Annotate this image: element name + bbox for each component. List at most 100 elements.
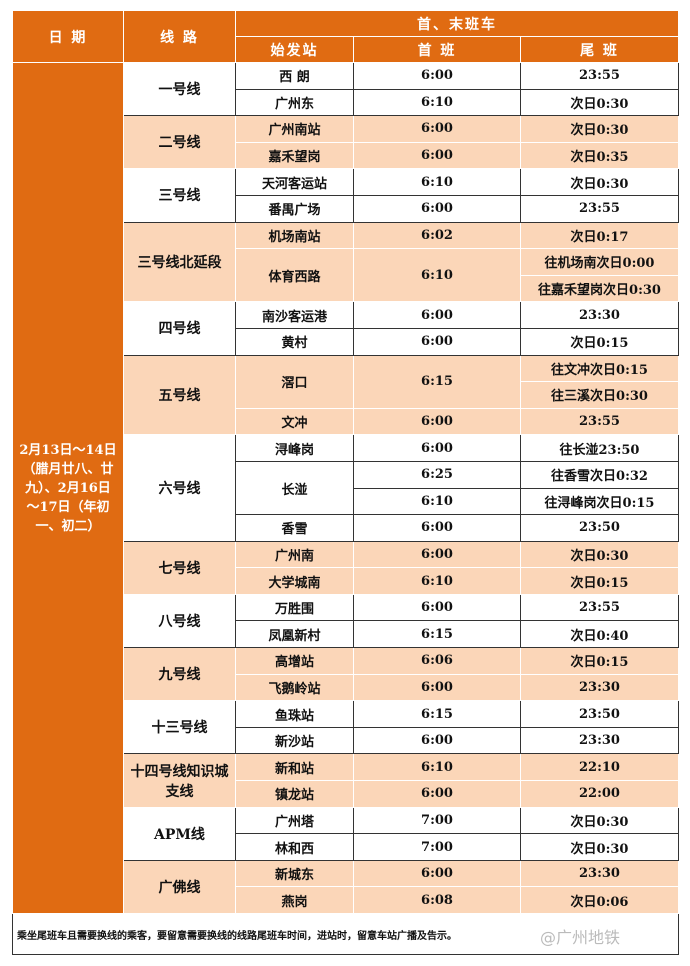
header-last: 尾 班 — [520, 36, 679, 63]
first-train: 6:10 — [353, 567, 521, 595]
first-train: 6:00 — [353, 780, 521, 808]
last-train: 22:00 — [520, 780, 679, 808]
line-name: 一号线 — [123, 61, 236, 117]
table-row: 十四号线知识城支线 新和站 6:10 22:10 — [13, 753, 679, 808]
footnote: 乘坐尾班车且需要换线的乘客，要留意需要换线的线路尾班车时间，进站时，留意车站广播… — [12, 913, 679, 955]
line-name: 六号线 — [123, 434, 236, 542]
first-train: 6:15 — [353, 620, 521, 649]
table-row: APM线 广州塔 7:00 次日0:30 — [13, 806, 679, 861]
table-row: 嘉禾望岗 6:00 次日0:35 — [13, 141, 679, 170]
table-row: 五号线 滘口 6:15 往文冲次日0:15 — [13, 354, 679, 436]
station-name: 广州南 — [235, 540, 354, 569]
table-row: 二号线 广州南站 6:00 次日0:30 — [13, 115, 679, 170]
station-name: 鱼珠站 — [235, 700, 354, 728]
table-row: 凤凰新村 6:15 次日0:40 — [13, 620, 679, 649]
last-train: 23:30 — [520, 859, 679, 888]
date-cell: 2月13日～14日（腊月廿八、廿九）、2月16日～17日（年初一、初二） — [12, 62, 124, 914]
line-name: 九号线 — [123, 647, 236, 702]
last-train: 次日0:30 — [520, 115, 679, 143]
last-train: 次日0:30 — [520, 833, 679, 861]
last-train: 次日0:15 — [520, 647, 679, 675]
first-train: 6:00 — [353, 514, 521, 542]
watermark: @广州地铁 — [540, 928, 621, 947]
line-name: 广佛线 — [123, 859, 236, 915]
station-name: 高增站 — [235, 647, 354, 675]
table-row: 飞鹅岭站 6:00 23:30 — [13, 673, 679, 702]
last-train: 23:30 — [520, 726, 679, 755]
station-name: 滘口 — [235, 354, 354, 409]
table-row: 往嘉禾望岗次日0:30 — [13, 274, 679, 303]
station-name: 镇龙站 — [235, 780, 354, 808]
station-name: 广州东 — [235, 88, 354, 117]
station-name: 飞鹅岭站 — [235, 673, 354, 702]
table-row: 长湴 6:25 往香雪次日0:32 — [13, 460, 679, 516]
table-row: 林和西 7:00 次日0:30 — [13, 833, 679, 861]
last-train: 23:55 — [520, 62, 679, 90]
last-train: 23:55 — [520, 194, 679, 223]
last-train: 23:50 — [520, 514, 679, 542]
first-train: 6:00 — [353, 62, 521, 90]
table-row: 三号线 天河客运站 6:10 次日0:30 — [13, 168, 679, 223]
first-train: 6:00 — [353, 859, 521, 888]
first-train: 6:10 — [353, 753, 521, 782]
table-row: 体育西路 6:10 往机场南次日0:00 — [13, 248, 679, 303]
first-train: 6:10 — [353, 168, 521, 196]
last-train: 23:30 — [520, 301, 679, 329]
line-name: 三号线北延段 — [123, 221, 236, 303]
station-name: 广州南站 — [235, 115, 354, 143]
table-row: 燕岗 6:08 次日0:06 — [13, 886, 679, 914]
station-name: 文冲 — [235, 407, 354, 436]
first-train: 6:10 — [353, 248, 521, 303]
line-name: 四号线 — [123, 301, 236, 356]
station-name: 番禺广场 — [235, 194, 354, 223]
station-name: 体育西路 — [235, 248, 354, 303]
station-name: 广州塔 — [235, 806, 354, 835]
line-name: 二号线 — [123, 115, 236, 170]
first-train: 6:10 — [353, 88, 521, 117]
first-train: 6:08 — [353, 886, 521, 914]
table-row: 新沙站 6:00 23:30 — [13, 726, 679, 755]
first-train: 6:10 — [353, 487, 521, 516]
first-train: 6:15 — [353, 354, 521, 409]
line-name: 三号线 — [123, 168, 236, 223]
last-train: 23:30 — [520, 673, 679, 702]
table-row: 四号线 南沙客运港 6:00 23:30 — [13, 301, 679, 356]
first-train: 6:06 — [353, 647, 521, 675]
table-row: 往三溪次日0:30 — [13, 381, 679, 409]
last-train: 23:55 — [520, 407, 679, 436]
last-train: 次日0:15 — [520, 567, 679, 595]
station-name: 长湴 — [235, 460, 354, 516]
table-row: 2月13日～14日（腊月廿八、廿九）、2月16日～17日（年初一、初二） 一号线西… — [12, 61, 679, 914]
table-row: 三号线北延段 机场南站 6:02 次日0:17 — [13, 221, 679, 303]
line-name: 八号线 — [123, 593, 236, 649]
station-name: 西 朗 — [235, 62, 354, 90]
station-name: 新沙站 — [235, 726, 354, 755]
last-train: 23:55 — [520, 593, 679, 622]
header-group: 首、末班车 — [235, 10, 679, 37]
last-train: 次日0:30 — [520, 540, 679, 569]
last-train: 次日0:40 — [520, 620, 679, 649]
station-name: 林和西 — [235, 833, 354, 861]
last-train: 次日0:17 — [520, 221, 679, 250]
last-train: 往三溪次日0:30 — [520, 381, 679, 409]
first-train: 7:00 — [353, 833, 521, 861]
last-train: 往机场南次日0:00 — [520, 248, 679, 276]
line-name: 七号线 — [123, 540, 236, 595]
first-train: 6:00 — [353, 434, 521, 462]
table-row: 镇龙站 6:00 22:00 — [13, 780, 679, 808]
line-name: APM线 — [123, 806, 236, 861]
station-name: 香雪 — [235, 514, 354, 542]
first-train: 7:00 — [353, 806, 521, 835]
station-name: 万胜围 — [235, 593, 354, 622]
first-train: 6:00 — [353, 593, 521, 622]
first-train: 6:00 — [353, 115, 521, 143]
table-row: 广州东 6:10 次日0:30 — [13, 88, 679, 117]
last-train: 次日0:30 — [520, 806, 679, 835]
last-train: 次日0:15 — [520, 327, 679, 356]
station-name: 大学城南 — [235, 567, 354, 595]
header-line: 线 路 — [123, 10, 236, 63]
table-row: 七号线 广州南 6:00 次日0:30 — [13, 540, 679, 595]
line-name: 十三号线 — [123, 700, 236, 755]
station-name: 燕岗 — [235, 886, 354, 914]
header-date: 日 期 — [12, 10, 124, 63]
